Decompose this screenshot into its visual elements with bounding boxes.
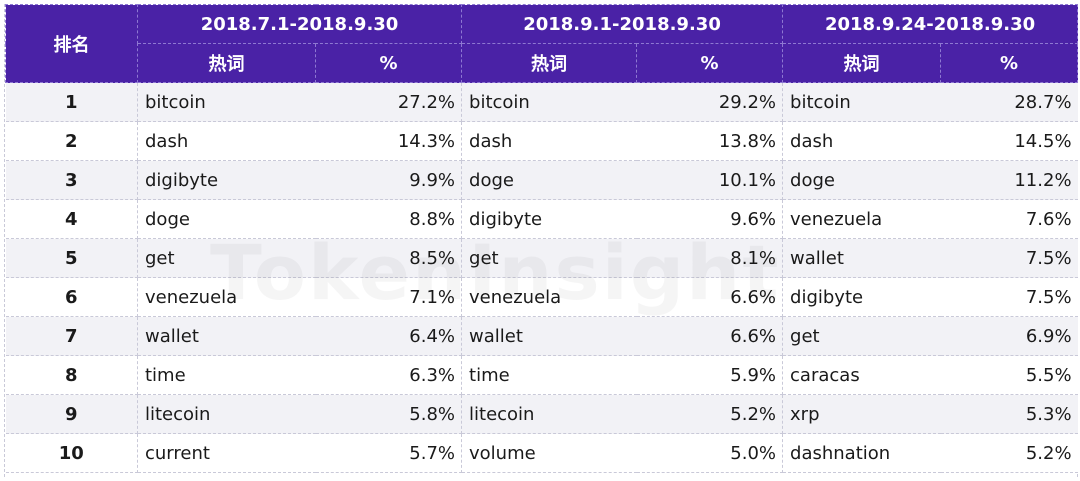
percent-cell: 14.5%	[940, 121, 1078, 161]
percent-cell: 7.5%	[940, 238, 1078, 278]
keyword-cell: bitcoin	[782, 82, 941, 122]
period-header-2: 2018.9.1-2018.9.30	[461, 4, 784, 44]
keyword-cell: litecoin	[461, 394, 637, 434]
table-frame: 排名 2018.7.1-2018.9.30 2018.9.1-2018.9.30…	[4, 4, 1079, 477]
percent-cell: 29.2%	[636, 82, 784, 122]
keyword-cell: get	[461, 238, 637, 278]
percent-cell: 5.7%	[315, 433, 463, 473]
rank-cell: 8	[5, 355, 138, 395]
keyword-cell: get	[137, 238, 316, 278]
keyword-cell: xrp	[782, 394, 941, 434]
keyword-cell: bitcoin	[137, 82, 316, 122]
percent-cell: 13.8%	[636, 121, 784, 161]
keyword-cell: dash	[137, 121, 316, 161]
table-row: 5 get 8.5% get 8.1% wallet 7.5%	[5, 238, 1078, 278]
header-row-columns: 热词 % 热词 % 热词 %	[6, 43, 1079, 83]
table-row: 2 dash 14.3% dash 13.8% dash 14.5%	[5, 121, 1078, 161]
percent-header: %	[940, 43, 1079, 83]
percent-cell: 8.1%	[636, 238, 784, 278]
percent-cell: 10.1%	[636, 160, 784, 200]
percent-cell: 9.9%	[315, 160, 463, 200]
percent-cell: 7.1%	[315, 277, 463, 317]
keyword-cell: wallet	[461, 316, 637, 356]
rank-cell: 5	[5, 238, 138, 278]
table-row: 1 bitcoin 27.2% bitcoin 29.2% bitcoin 28.7%	[5, 82, 1078, 122]
table-row: 3 digibyte 9.9% doge 10.1% doge 11.2%	[5, 160, 1078, 200]
percent-header: %	[314, 43, 463, 83]
percent-cell: 8.8%	[315, 199, 463, 239]
keyword-cell: venezuela	[782, 199, 941, 239]
keyword-header: 热词	[137, 43, 316, 83]
keyword-cell: doge	[137, 199, 316, 239]
rank-cell: 9	[5, 394, 138, 434]
keyword-header: 热词	[461, 43, 638, 83]
percent-cell: 9.6%	[636, 199, 784, 239]
percent-cell: 5.2%	[636, 394, 784, 434]
keyword-cell: dash	[782, 121, 941, 161]
keyword-cell: wallet	[782, 238, 941, 278]
percent-cell: 6.6%	[636, 316, 784, 356]
table-row: 7 wallet 6.4% wallet 6.6% get 6.9%	[5, 316, 1078, 356]
percent-cell: 14.3%	[315, 121, 463, 161]
percent-cell: 5.5%	[940, 355, 1078, 395]
keyword-cell: dashnation	[782, 433, 941, 473]
keyword-cell: volume	[461, 433, 637, 473]
percent-cell: 7.6%	[940, 199, 1078, 239]
keyword-cell: venezuela	[461, 277, 637, 317]
table-row: 8 time 6.3% time 5.9% caracas 5.5%	[5, 355, 1078, 395]
percent-cell: 5.3%	[940, 394, 1078, 434]
keyword-cell: digibyte	[461, 199, 637, 239]
rank-cell: 6	[5, 277, 138, 317]
percent-header: %	[636, 43, 784, 83]
keyword-cell: venezuela	[137, 277, 316, 317]
keyword-cell: litecoin	[137, 394, 316, 434]
percent-cell: 5.0%	[636, 433, 784, 473]
rank-header: 排名	[5, 4, 138, 83]
keyword-cell: doge	[782, 160, 941, 200]
keyword-cell: wallet	[137, 316, 316, 356]
period-header-3: 2018.9.24-2018.9.30	[782, 4, 1079, 44]
percent-cell: 6.3%	[315, 355, 463, 395]
header-row-periods: 排名 2018.7.1-2018.9.30 2018.9.1-2018.9.30…	[5, 4, 1079, 83]
percent-cell: 8.5%	[315, 238, 463, 278]
percent-cell: 6.9%	[940, 316, 1078, 356]
percent-cell: 6.6%	[636, 277, 784, 317]
keyword-ranking-table: 排名 2018.7.1-2018.9.30 2018.9.1-2018.9.30…	[5, 4, 1079, 473]
rank-cell: 2	[5, 121, 138, 161]
keyword-cell: time	[461, 355, 637, 395]
keyword-cell: bitcoin	[461, 82, 637, 122]
period-header-1: 2018.7.1-2018.9.30	[136, 4, 463, 44]
rank-cell: 10	[5, 433, 138, 473]
rank-cell: 4	[5, 199, 138, 239]
keyword-cell: caracas	[782, 355, 941, 395]
keyword-cell: digibyte	[782, 277, 941, 317]
percent-cell: 11.2%	[940, 160, 1078, 200]
keyword-cell: digibyte	[137, 160, 316, 200]
keyword-cell: doge	[461, 160, 637, 200]
rank-cell: 3	[5, 160, 138, 200]
percent-cell: 7.5%	[940, 277, 1078, 317]
percent-cell: 27.2%	[315, 82, 463, 122]
table-row: 10 current 5.7% volume 5.0% dashnation 5.2%	[5, 433, 1078, 473]
rank-cell: 7	[5, 316, 138, 356]
percent-cell: 28.7%	[940, 82, 1078, 122]
keyword-cell: current	[137, 433, 316, 473]
percent-cell: 5.2%	[940, 433, 1078, 473]
keyword-cell: dash	[461, 121, 637, 161]
keyword-cell: time	[137, 355, 316, 395]
keyword-header: 热词	[782, 43, 942, 83]
percent-cell: 5.9%	[636, 355, 784, 395]
rank-cell: 1	[5, 82, 138, 122]
percent-cell: 6.4%	[315, 316, 463, 356]
table-row: 6 venezuela 7.1% venezuela 6.6% digibyte 7.5%	[5, 277, 1078, 317]
keyword-cell: get	[782, 316, 941, 356]
table-body: 1 bitcoin 27.2% bitcoin 29.2% bitcoin 28.7% 2 da…	[5, 82, 1078, 473]
percent-cell: 5.8%	[315, 394, 463, 434]
table-row: 9 litecoin 5.8% litecoin 5.2% xrp 5.3%	[5, 394, 1078, 434]
table-row: 4 doge 8.8% digibyte 9.6% venezuela 7.6%	[5, 199, 1078, 239]
